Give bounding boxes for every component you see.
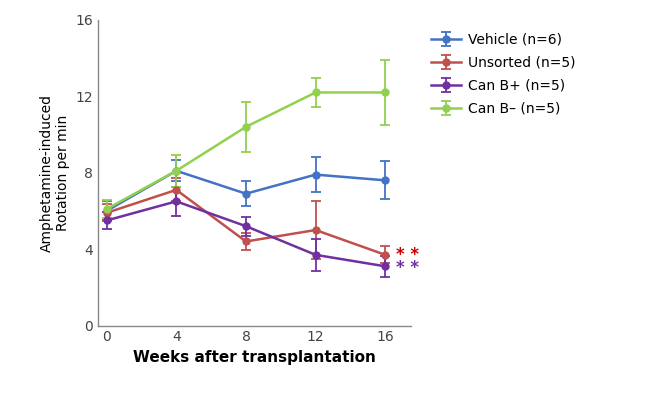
Legend: Vehicle (n=6), Unsorted (n=5), Can B+ (n=5), Can B– (n=5): Vehicle (n=6), Unsorted (n=5), Can B+ (n… bbox=[431, 33, 576, 116]
Y-axis label: Amphetamine-induced
Rotation per min: Amphetamine-induced Rotation per min bbox=[40, 94, 70, 252]
Text: * *: * * bbox=[396, 246, 419, 264]
Text: * *: * * bbox=[396, 259, 419, 277]
X-axis label: Weeks after transplantation: Weeks after transplantation bbox=[133, 350, 376, 365]
